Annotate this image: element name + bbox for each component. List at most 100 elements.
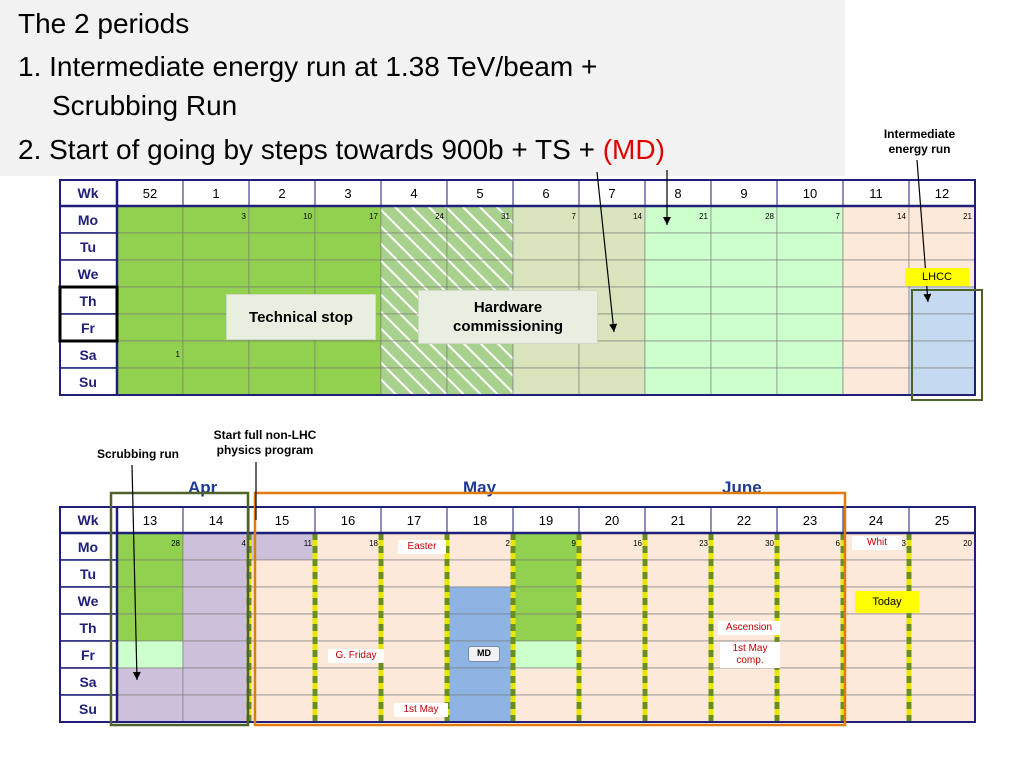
good-friday-label: G. Friday <box>328 649 384 663</box>
bot-week-number: 13 <box>143 513 157 528</box>
top-day-tu: Tu <box>80 239 96 255</box>
bot-day-cell <box>644 640 712 669</box>
bot-week-header-cell <box>446 506 514 534</box>
bot-day-fr: Fr <box>81 647 96 663</box>
top-day-cell <box>908 313 976 342</box>
bot-day-cell <box>908 559 976 588</box>
title-line-4-main: 2. Start of going by steps towards 900b … <box>18 134 603 165</box>
top-day-cell <box>512 259 580 288</box>
bot-day-cell <box>710 559 778 588</box>
top-day-cell <box>908 232 976 261</box>
top-day-fr: Fr <box>81 320 96 336</box>
bot-day-cell <box>842 613 910 642</box>
top-day-th: Th <box>79 293 96 309</box>
top-week-number: 52 <box>143 186 157 201</box>
bot-day-cell <box>446 586 514 615</box>
top-date: 14 <box>897 212 906 221</box>
top-day-cell <box>380 259 448 288</box>
top-day-cell <box>842 259 910 288</box>
bot-day-cell <box>578 667 646 696</box>
bot-date: 20 <box>963 539 972 548</box>
top-day-cell <box>842 286 910 315</box>
bot-day-cell <box>710 586 778 615</box>
bot-day-mo: Mo <box>78 539 98 555</box>
top-day-cell <box>578 205 646 234</box>
bot-day-cell <box>182 694 250 723</box>
bot-day-cell <box>776 640 844 669</box>
lhcc-frame <box>911 289 983 401</box>
bot-week-number: 15 <box>275 513 289 528</box>
bot-week-header-cell <box>776 506 844 534</box>
scrubbing-frame <box>109 491 250 727</box>
bot-day-cell <box>512 640 580 669</box>
bot-day-cell <box>842 640 910 669</box>
bot-day-tu: Tu <box>80 566 96 582</box>
bottom-calendar-grid: Wk Mo Tu We Th Fr Sa Su 13 28 14 4 15 11 16 18 17 18 2 19 9 2… <box>59 491 976 727</box>
bot-wk-cell <box>60 507 117 533</box>
may-comp-line-2: comp. <box>736 655 764 666</box>
top-day-cell <box>446 259 514 288</box>
bot-day-cell <box>314 613 382 642</box>
title-line-1: The 2 periods <box>18 8 190 39</box>
bot-day-cell <box>512 532 580 561</box>
top-day-cell <box>776 259 844 288</box>
bot-week-number: 21 <box>671 513 685 528</box>
bot-day-cell <box>842 667 910 696</box>
bot-day-cell <box>248 559 316 588</box>
bot-week-number: 16 <box>341 513 355 528</box>
bot-day-cell <box>842 694 910 723</box>
top-day-cell <box>776 205 844 234</box>
top-date: 7 <box>572 212 577 221</box>
top-date: 10 <box>303 212 312 221</box>
top-day-cell <box>710 313 778 342</box>
top-day-cell <box>248 232 316 261</box>
top-day-cell <box>182 205 250 234</box>
bot-day-sa: Sa <box>79 674 96 690</box>
bot-day-cell <box>182 667 250 696</box>
bot-day-cell <box>116 586 184 615</box>
bot-week-header-cell <box>512 506 580 534</box>
top-day-cell <box>644 205 712 234</box>
top-day-cell <box>644 367 712 396</box>
whit-label: Whit <box>852 536 902 550</box>
top-day-cell <box>182 232 250 261</box>
bot-day-cell <box>710 694 778 723</box>
top-day-cell <box>578 367 646 396</box>
first-may-comp-label: 1st May comp. <box>720 642 780 668</box>
top-day-cell <box>380 340 448 369</box>
bot-week-header-cell <box>248 506 316 534</box>
bot-day-cell <box>380 640 448 669</box>
top-day-su: Su <box>79 374 97 390</box>
bot-day-cell <box>116 640 184 669</box>
top-day-cell <box>182 367 250 396</box>
bot-day-cell <box>446 532 514 561</box>
bot-date: 4 <box>242 539 247 548</box>
top-day-cell <box>314 259 382 288</box>
bot-day-cell <box>776 559 844 588</box>
bot-day-cell <box>776 667 844 696</box>
bot-week-header-cell <box>710 506 778 534</box>
bot-date: 9 <box>572 539 577 548</box>
top-day-cell <box>380 232 448 261</box>
bot-day-th: Th <box>79 620 96 636</box>
top-day-cell <box>116 340 184 369</box>
bot-day-cell <box>182 532 250 561</box>
bot-day-cell <box>578 613 646 642</box>
top-day-cell <box>578 232 646 261</box>
bot-day-cell <box>380 586 448 615</box>
hw-commissioning-arrow-line <box>596 171 615 333</box>
top-day-cell <box>908 340 976 369</box>
top-day-cell <box>248 340 316 369</box>
top-week-header-cell <box>182 179 250 207</box>
top-week-header-cell <box>776 179 844 207</box>
bot-day-cell <box>116 613 184 642</box>
top-day-cell <box>116 286 184 315</box>
top-week-header-cell <box>842 179 910 207</box>
top-day-cell <box>512 232 580 261</box>
bot-day-cell <box>314 667 382 696</box>
bot-day-cell <box>248 640 316 669</box>
top-week-number: 12 <box>935 186 949 201</box>
top-date: 7 <box>836 212 841 221</box>
top-day-cell <box>446 340 514 369</box>
